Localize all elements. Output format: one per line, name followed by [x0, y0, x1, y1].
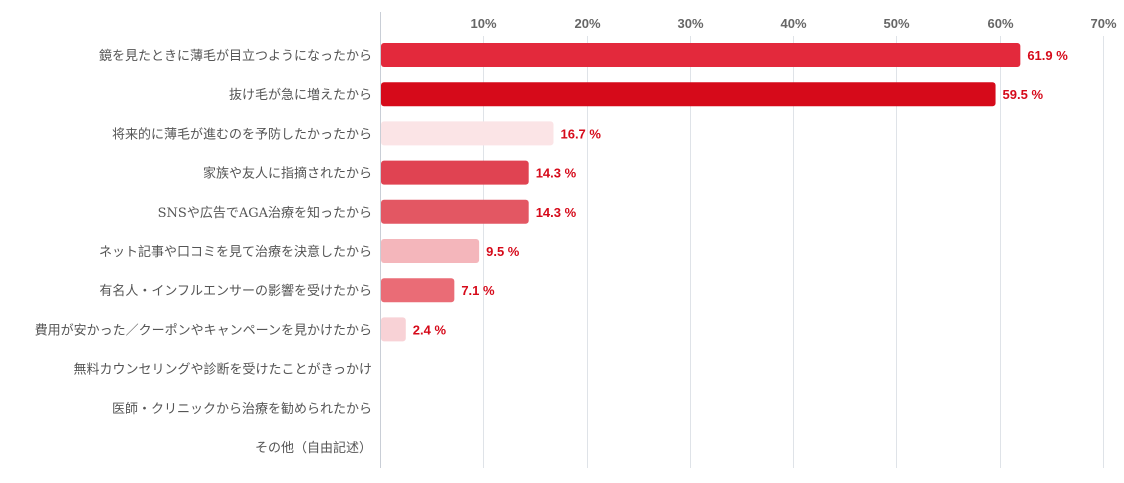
bar — [381, 239, 480, 263]
category-label: 有名人・インフルエンサーの影響を受けたから — [99, 283, 372, 299]
category-label: ネット記事や口コミを見て治療を決意したから — [99, 244, 372, 260]
x-tick-label: 70% — [1090, 16, 1116, 31]
data-label: 59.5 % — [1003, 87, 1044, 102]
bar — [381, 199, 529, 224]
bar — [381, 278, 455, 303]
bar — [381, 160, 529, 185]
category-label: 無料カウンセリングや診断を受けたことがきっかけ — [74, 362, 372, 378]
x-tick-label: 10% — [470, 16, 496, 31]
bar — [381, 317, 406, 342]
bar — [381, 82, 996, 107]
x-tick-label: 30% — [677, 16, 703, 31]
category-label: 費用が安かった／クーポンやキャンペーンを見かけたから — [35, 323, 372, 338]
bar — [381, 43, 1021, 67]
data-label: 14.3 % — [536, 166, 577, 181]
x-tick-label: 20% — [574, 16, 600, 31]
x-axis-ticks: 10% 20% 30% 40% 50% 60% 70% — [470, 16, 1116, 31]
data-label: 7.1 % — [461, 283, 495, 298]
grid-lines — [483, 36, 1104, 468]
category-label: 医師・クリニックから治療を勧められたから — [112, 401, 372, 417]
data-label: 14.3 % — [536, 205, 577, 220]
data-label: 61.9 % — [1027, 48, 1068, 63]
category-label: 家族や友人に指摘されたから — [203, 166, 372, 182]
category-labels: 鏡を見たときに薄毛が目立つようになったから抜け毛が急に増えたから将来的に薄毛が進… — [35, 49, 372, 456]
data-label: 2.4 % — [413, 322, 447, 337]
category-label: SNSや広告でAGA治療を知ったから — [158, 205, 372, 221]
data-label: 16.7 % — [560, 126, 601, 141]
x-tick-label: 50% — [883, 16, 909, 31]
data-label: 9.5 % — [486, 244, 520, 259]
x-tick-label: 60% — [987, 16, 1013, 31]
category-label: 鏡を見たときに薄毛が目立つようになったから — [99, 49, 372, 64]
value-labels: 61.9 % 59.5 % 16.7 % 14.3 % 14.3 % 9.5 % 7.1 %… — [413, 48, 1068, 337]
x-tick-label: 40% — [780, 16, 806, 31]
category-label: 将来的に薄毛が進むのを予防したかったから — [112, 126, 372, 142]
category-label: その他（自由記述） — [255, 440, 372, 456]
bar — [381, 121, 554, 146]
category-label: 抜け毛が急に増えたから — [229, 87, 372, 103]
bars — [381, 43, 1021, 342]
